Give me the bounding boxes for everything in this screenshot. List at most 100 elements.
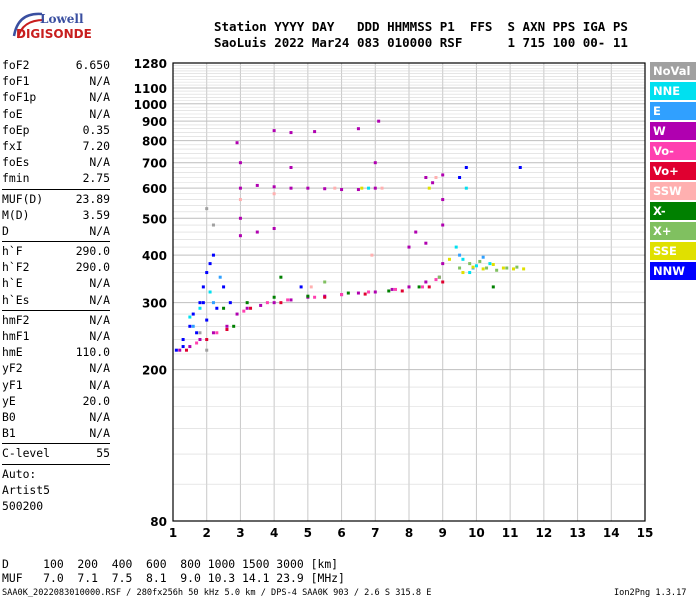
x-tick-label: 7 xyxy=(371,526,379,540)
param-separator xyxy=(2,241,110,243)
param-row: foF2 6.650 xyxy=(2,57,110,73)
data-point-w xyxy=(390,287,394,291)
legend-entry-ssw: SSW xyxy=(650,182,696,200)
data-point-w xyxy=(289,131,293,135)
y-tick-label: 400 xyxy=(142,249,167,263)
data-point-w xyxy=(441,173,445,177)
param-value: 290.0 xyxy=(75,244,110,259)
y-tick-label: 900 xyxy=(142,115,167,129)
param-value: 23.89 xyxy=(75,191,110,206)
param-row: M(D) 3.59 xyxy=(2,207,110,223)
data-point-w xyxy=(289,165,293,169)
data-point-w xyxy=(289,186,293,190)
data-point-w xyxy=(373,161,377,165)
x-tick-label: 4 xyxy=(270,526,278,540)
data-point-ssw xyxy=(272,192,276,196)
data-point-vo- xyxy=(184,348,188,352)
param-row: h`E N/A xyxy=(2,275,110,291)
data-point-w xyxy=(272,226,276,230)
data-point-nnw xyxy=(201,301,205,305)
data-point-x- xyxy=(306,294,310,298)
station-header-values: SaoLuis 2022 Mar24 083 010000 RSF 1 715 … xyxy=(214,35,628,50)
data-point-w xyxy=(178,348,182,352)
data-point-nnw xyxy=(181,345,185,349)
data-point-vo- xyxy=(400,289,404,293)
data-point-x- xyxy=(458,266,462,270)
param-row: yF2 N/A xyxy=(2,360,110,376)
param-value: 20.0 xyxy=(82,393,110,408)
param-name: foEp xyxy=(2,122,30,137)
param-name: foE xyxy=(2,106,23,121)
data-point-x- xyxy=(222,306,226,310)
legend-entry-vo-: Vo+ xyxy=(650,162,696,180)
data-point-e xyxy=(211,301,215,305)
data-point-nne xyxy=(454,245,458,249)
data-point-vo- xyxy=(420,285,424,289)
data-point-noval xyxy=(198,331,202,335)
data-point-w xyxy=(340,188,344,192)
station-header-labels: Station YYYY DAY DDD HHMMSS P1 FFS S AXN… xyxy=(214,19,628,34)
param-row: fxI 7.20 xyxy=(2,138,110,154)
param-value: 0.35 xyxy=(82,122,110,137)
legend-entry-e: E xyxy=(650,102,696,120)
lowell-digisonde-logo: Lowell DIGISONDE xyxy=(6,4,102,48)
file-info-footer: SAA0K_2022083010000.RSF / 280fx256h 50 k… xyxy=(2,588,432,598)
data-point-ssw xyxy=(309,285,313,289)
param-value: 2.75 xyxy=(82,171,110,186)
x-tick-label: 9 xyxy=(439,526,447,540)
data-point-w xyxy=(238,234,242,238)
data-point-w xyxy=(272,301,276,305)
logo-digisonde-text: DIGISONDE xyxy=(16,27,92,41)
legend-entry-nnw: NNW xyxy=(650,262,696,280)
data-point-w xyxy=(289,298,293,302)
param-name: yE xyxy=(2,393,16,408)
software-version: Ion2Png 1.3.17 xyxy=(614,588,687,598)
data-point-w xyxy=(272,185,276,189)
data-point-w xyxy=(188,345,192,349)
y-tick-label: 200 xyxy=(142,364,167,378)
data-point-nnw xyxy=(174,348,178,352)
data-point-nnw xyxy=(211,253,215,257)
x-tick-label: 3 xyxy=(236,526,244,540)
data-point-vo- xyxy=(323,295,327,299)
param-row: foE N/A xyxy=(2,106,110,122)
data-point-vo- xyxy=(195,341,199,345)
data-point-vo- xyxy=(340,293,344,297)
x-tick-label: 1 xyxy=(169,526,177,540)
data-point-nnw xyxy=(458,176,462,179)
param-value: 7.20 xyxy=(82,138,110,153)
param-row: Artist5 xyxy=(2,482,110,498)
param-value: 290.0 xyxy=(75,260,110,275)
data-point-vo- xyxy=(394,287,398,291)
param-name: h`F xyxy=(2,244,23,259)
data-point-x- xyxy=(346,291,350,295)
data-point-w xyxy=(414,230,418,234)
data-point-ssw xyxy=(333,186,337,190)
legend-entry-nne: NNE xyxy=(650,82,696,100)
param-name: 500200 xyxy=(2,498,44,513)
data-point-vo- xyxy=(215,331,219,335)
y-tick-label: 500 xyxy=(142,212,167,226)
data-point-noval xyxy=(205,348,209,352)
data-point-w xyxy=(441,223,445,227)
param-value: N/A xyxy=(89,329,110,343)
param-row: fmin 2.75 xyxy=(2,170,110,186)
data-point-w xyxy=(424,280,428,284)
data-point-w xyxy=(259,303,263,307)
data-point-w xyxy=(373,290,377,294)
param-row: hmE 110.0 xyxy=(2,344,110,360)
data-point-x- xyxy=(495,268,499,272)
x-tick-label: 8 xyxy=(405,526,413,540)
data-point-nnw xyxy=(464,165,468,169)
data-point-x- xyxy=(245,301,249,305)
param-value: N/A xyxy=(89,377,110,392)
param-name: foEs xyxy=(2,155,30,170)
data-point-nnw xyxy=(181,338,185,342)
data-point-w xyxy=(356,188,360,192)
data-point-vo- xyxy=(313,295,317,299)
data-point-x- xyxy=(387,289,391,293)
data-point-w xyxy=(356,127,360,131)
data-point-w xyxy=(238,161,242,165)
x-tick-label: 2 xyxy=(203,526,211,540)
data-point-nnw xyxy=(215,306,219,310)
